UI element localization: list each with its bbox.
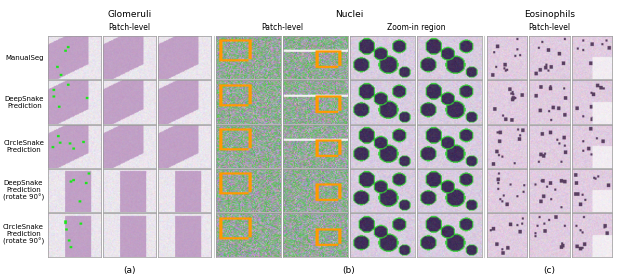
Text: Glomeruli: Glomeruli <box>108 10 152 19</box>
Text: Patch-level: Patch-level <box>109 23 150 32</box>
Text: CircleSnake
Prediction: CircleSnake Prediction <box>3 140 44 153</box>
Text: ManualSeg: ManualSeg <box>6 55 44 61</box>
Text: Patch-level: Patch-level <box>261 23 303 32</box>
Text: DeepSnake
Prediction
(rotate 90°): DeepSnake Prediction (rotate 90°) <box>3 180 44 201</box>
Text: CircleSnake
Prediction
(rotate 90°): CircleSnake Prediction (rotate 90°) <box>3 224 44 245</box>
Text: (b): (b) <box>343 266 355 275</box>
Text: (c): (c) <box>543 266 556 275</box>
Text: Patch-level: Patch-level <box>529 23 570 32</box>
Text: Eosinophils: Eosinophils <box>524 10 575 19</box>
Text: Zoom-in region: Zoom-in region <box>387 23 445 32</box>
Text: Nuclei: Nuclei <box>335 10 364 19</box>
Text: (a): (a) <box>124 266 136 275</box>
Text: DeepSnake
Prediction: DeepSnake Prediction <box>4 95 44 109</box>
